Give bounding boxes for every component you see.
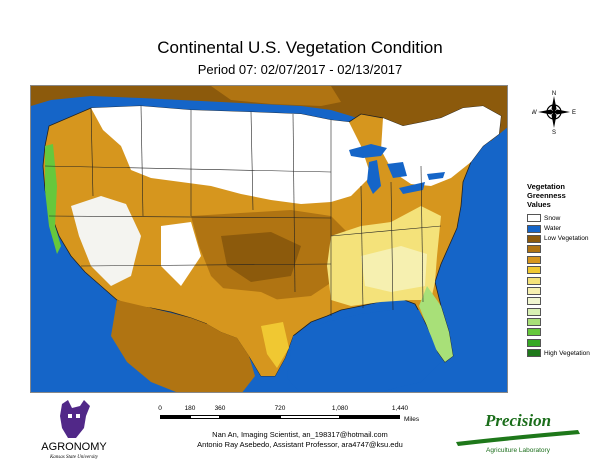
legend-row [527,317,599,327]
map-period-subtitle: Period 07: 02/07/2017 - 02/13/2017 [197,62,403,77]
precision-logo: Precision Agriculture Laboratory [456,411,580,454]
compass-n-label: N [552,91,556,97]
scale-segment [220,415,280,419]
precision-logo-subtitle: Agriculture Laboratory [486,447,551,454]
author-credit: Nan An, Imaging Scientist, an_198317@hot… [212,430,388,439]
legend-swatch [527,286,541,295]
northeast-snow-cover [381,106,501,186]
precision-logo-swoosh [456,430,580,446]
plains-dormant [221,232,301,282]
mexico-region [111,300,255,392]
legend-row [527,307,599,317]
legend-row: Low Vegetation [527,234,599,244]
legend-row: Water [527,223,599,233]
scale-tick-label: 360 [214,405,226,412]
scale-tick-label: 180 [184,405,196,412]
precision-logo-wordmark: Precision [484,411,551,430]
scale-tick-label: 720 [274,405,286,412]
legend-swatch [527,349,541,358]
compass-e-label: E [572,110,576,116]
canada-region [31,86,507,141]
florida-vegetation [419,286,453,362]
legend-swatch [527,318,541,327]
canada-region-light [211,86,341,106]
author-credit: Antonio Ray Asebedo, Assistant Professor… [197,440,403,449]
legend-label: High Vegetation [544,349,590,357]
scale-unit-label: Miles [404,416,420,423]
legend-title-line: Vegetation [527,182,565,191]
scale-tick-label: 1,080 [331,405,349,412]
legend-swatch [527,307,541,316]
lake-huron [387,162,407,178]
pacific-coast-vegetation [45,144,61,254]
legend-swatch [527,328,541,337]
lake-ontario [427,172,445,180]
legend-items: Snow Water Low Vegetation High Vegetation [527,213,599,358]
legend-row [527,286,599,296]
legend-swatch [527,245,541,254]
legend-row [527,255,599,265]
legend-row [527,244,599,254]
legend-swatch [527,297,541,306]
legend-swatch [527,224,541,233]
legend-row [527,275,599,285]
legend-label: Snow [544,214,561,222]
scale-bar: 0 180 360 720 1,080 1,440 Miles [158,405,420,431]
lake-superior [349,144,387,158]
scale-segment [340,415,400,419]
south-texas-green [261,322,289,368]
wildcat-icon [60,400,90,438]
legend-swatch [527,255,541,264]
agronomy-logo-wordmark: AGRONOMY [41,441,107,453]
legend-label: Low Vegetation [544,235,589,243]
legend-row [527,296,599,306]
gulf-of-mexico [287,310,441,392]
lake-michigan [367,160,381,194]
legend-row: High Vegetation [527,348,599,358]
scale-segment [160,415,190,419]
legend-title-line: Greenness [527,191,566,200]
agronomy-logo-subtitle: Kansas State University [49,455,99,460]
vegetation-map-graphic [31,86,507,392]
scale-segment [190,415,220,419]
northern-snow-cover [91,106,371,204]
legend-label: Water [544,225,562,233]
legend-row: Snow [527,213,599,223]
scale-tick-label: 0 [158,405,162,412]
state-borders [44,105,442,316]
north-arrow-compass: N S W E [532,91,576,134]
legend-swatch [527,276,541,285]
scale-segment [280,415,340,419]
western-snow [71,196,141,286]
agronomy-logo: AGRONOMY Kansas State University [41,400,107,460]
rockies-snow [161,222,201,286]
compass-w-label: W [532,110,537,116]
map-title: Continental U.S. Vegetation Condition [157,38,443,57]
legend-title-line: Values [527,200,551,209]
legend: Vegetation Greenness Values Snow Water Low… [527,182,599,358]
legend-row [527,338,599,348]
legend-row [527,327,599,337]
legend-swatch [527,338,541,347]
legend-row [527,265,599,275]
legend-swatch [527,266,541,275]
vegetation-map[interactable] [30,85,508,393]
lake-erie [399,182,425,194]
legend-swatch [527,214,541,223]
compass-s-label: S [552,130,556,134]
legend-swatch [527,234,541,243]
southeast-green-light [361,246,427,292]
scale-tick-label: 1,440 [391,405,409,412]
